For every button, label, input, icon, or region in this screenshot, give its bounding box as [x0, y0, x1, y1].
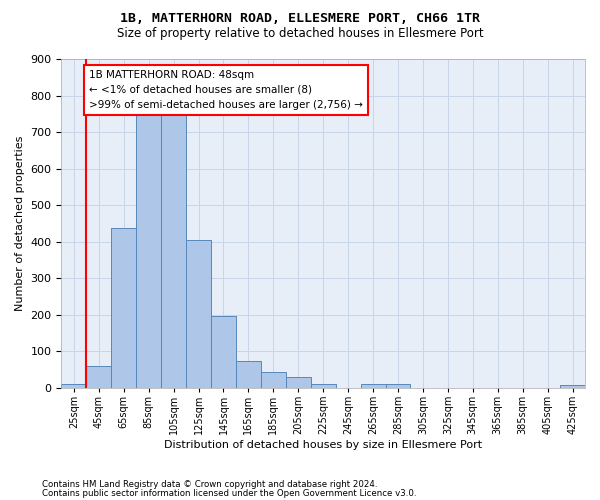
Text: Size of property relative to detached houses in Ellesmere Port: Size of property relative to detached ho…: [116, 28, 484, 40]
Text: Contains public sector information licensed under the Open Government Licence v3: Contains public sector information licen…: [42, 488, 416, 498]
Bar: [186, 240, 211, 388]
Bar: [86, 366, 111, 388]
Bar: [261, 372, 286, 388]
Bar: [361, 384, 386, 388]
Bar: [136, 114, 161, 388]
Bar: [386, 384, 410, 388]
Text: Contains HM Land Registry data © Crown copyright and database right 2024.: Contains HM Land Registry data © Crown c…: [42, 480, 377, 489]
Bar: [111, 228, 136, 388]
Bar: [311, 384, 335, 388]
X-axis label: Distribution of detached houses by size in Ellesmere Port: Distribution of detached houses by size …: [164, 440, 482, 450]
Text: 1B MATTERHORN ROAD: 48sqm
← <1% of detached houses are smaller (8)
>99% of semi-: 1B MATTERHORN ROAD: 48sqm ← <1% of detac…: [89, 70, 363, 110]
Bar: [286, 377, 311, 388]
Bar: [236, 360, 261, 388]
Bar: [61, 384, 86, 388]
Text: 1B, MATTERHORN ROAD, ELLESMERE PORT, CH66 1TR: 1B, MATTERHORN ROAD, ELLESMERE PORT, CH6…: [120, 12, 480, 26]
Bar: [211, 316, 236, 388]
Bar: [161, 114, 186, 388]
Y-axis label: Number of detached properties: Number of detached properties: [15, 136, 25, 311]
Bar: [560, 385, 585, 388]
